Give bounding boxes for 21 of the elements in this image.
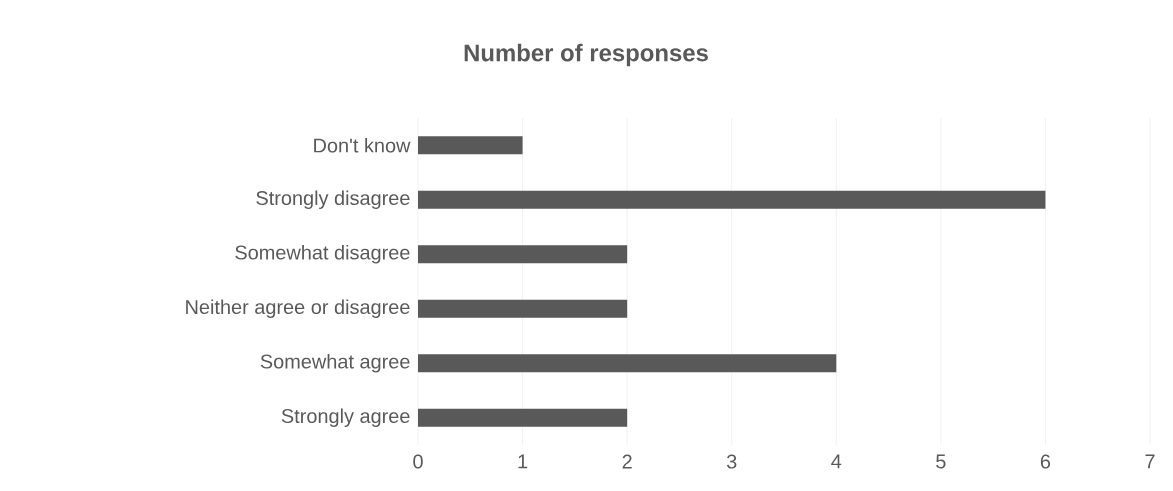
y-tick-label: Somewhat agree [260,353,410,373]
x-tick-label: 1 [518,454,528,469]
y-tick-label: Neither agree or disagree [186,299,410,319]
bar [418,245,628,264]
x-tick-label: 7 [1145,454,1155,469]
x-tick-label: 2 [622,454,632,469]
y-tick-label: Somewhat disagree [235,244,410,264]
y-tick-label: Strongly agree [281,408,410,428]
x-tick-label: 5 [936,454,946,469]
x-tick-label: 0 [413,454,423,469]
bar [418,136,523,155]
bar [418,190,1046,209]
y-tick-label: Strongly disagree [256,190,410,210]
chart-title: Number of responses [464,43,708,67]
y-tick-label: Don't know [314,137,411,153]
x-tick-label: 3 [726,454,737,469]
bar [418,354,837,373]
bar [418,299,628,318]
bar [418,408,628,427]
x-tick-label: 4 [831,454,842,469]
x-tick-label: 6 [1040,454,1051,469]
